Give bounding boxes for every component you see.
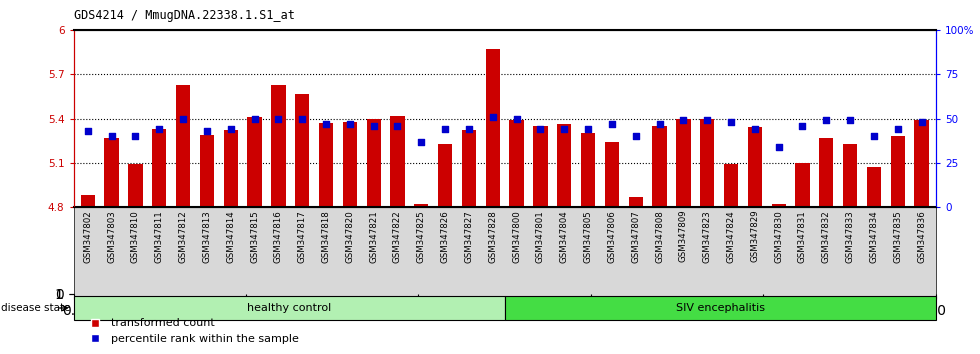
Bar (581, 133, 595, 207)
Bar (700, 119, 714, 207)
Point (913, 119, 929, 125)
Bar (367, 119, 381, 207)
Point (532, 126, 548, 132)
Bar (438, 144, 453, 207)
Point (818, 118, 834, 123)
Text: SIV encephalitis: SIV encephalitis (676, 303, 764, 313)
Bar (653, 126, 666, 207)
Point (866, 133, 882, 139)
Bar (676, 119, 691, 207)
Point (199, 128, 215, 134)
Point (890, 126, 906, 132)
Bar (80, 195, 95, 207)
Bar (510, 120, 523, 207)
Point (700, 118, 715, 123)
Point (675, 118, 691, 123)
Point (771, 144, 787, 150)
Text: healthy control: healthy control (247, 303, 331, 313)
Bar (891, 136, 905, 207)
Bar (390, 116, 405, 207)
Point (604, 121, 619, 127)
Bar (843, 144, 858, 207)
Bar (105, 138, 119, 207)
Bar (152, 129, 167, 207)
Point (127, 133, 143, 139)
Bar (415, 204, 428, 207)
Point (462, 126, 477, 132)
Bar (724, 164, 738, 207)
Bar (628, 197, 643, 207)
Point (366, 123, 381, 129)
Bar (223, 130, 238, 207)
Bar (771, 204, 786, 207)
Point (270, 116, 286, 121)
Point (485, 114, 501, 120)
Legend: transformed count, percentile rank within the sample: transformed count, percentile rank withi… (79, 314, 304, 348)
Bar (343, 121, 357, 207)
Bar (247, 117, 262, 207)
Bar (819, 138, 833, 207)
Point (318, 121, 334, 127)
Point (747, 126, 762, 132)
Point (222, 126, 238, 132)
Point (247, 116, 263, 121)
Text: GDS4214 / MmugDNA.22338.1.S1_at: GDS4214 / MmugDNA.22338.1.S1_at (74, 9, 294, 22)
Point (628, 133, 644, 139)
Point (557, 126, 572, 132)
Bar (796, 163, 809, 207)
Bar (867, 167, 881, 207)
Bar (557, 125, 571, 207)
Point (509, 116, 524, 121)
Bar (295, 93, 310, 207)
Bar (605, 142, 619, 207)
Point (104, 133, 120, 139)
Bar (486, 49, 500, 207)
Point (723, 119, 739, 125)
Bar (914, 120, 929, 207)
Point (437, 126, 453, 132)
Point (390, 123, 406, 129)
Bar (128, 164, 142, 207)
Point (652, 121, 667, 127)
Point (294, 116, 310, 121)
Point (580, 126, 596, 132)
Point (795, 123, 810, 129)
Point (152, 126, 168, 132)
Bar (271, 85, 285, 207)
Point (342, 121, 358, 127)
Bar (533, 126, 548, 207)
Bar (176, 85, 190, 207)
Point (80, 128, 96, 134)
Point (842, 118, 858, 123)
Bar (462, 130, 476, 207)
Point (414, 139, 429, 144)
Bar (200, 135, 214, 207)
Text: disease state: disease state (1, 303, 71, 313)
Point (175, 116, 191, 121)
Bar (748, 127, 762, 207)
Bar (318, 123, 333, 207)
